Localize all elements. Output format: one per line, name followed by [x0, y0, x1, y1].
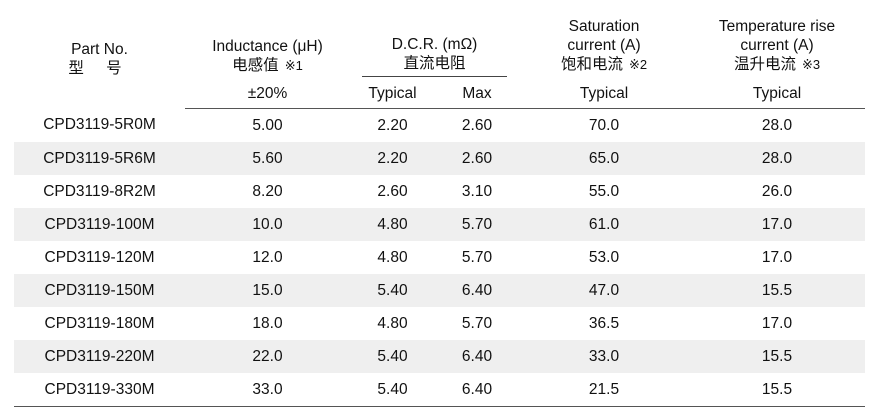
table-row: CPD3119-5R0M 5.00 2.20 2.60 70.0 28.0	[14, 109, 865, 143]
header-saturation-typical: Typical	[519, 77, 690, 109]
header-temp-rise-ref: ※3	[801, 57, 821, 72]
cell-part-no: CPD3119-100M	[14, 208, 185, 241]
cell-dcr-max: 5.70	[461, 314, 493, 332]
header-row-sub: ±20% Typical Max Typical Typical	[14, 77, 866, 109]
cell-dcr-typical: 2.20	[377, 116, 408, 134]
header-saturation-en2: current (A)	[567, 37, 641, 54]
header-temp-rise-cn: 温升电流	[733, 56, 796, 73]
cell-dcr-max: 5.70	[461, 248, 493, 266]
header-temp-rise: Temperature rise current (A) 温升电流 ※3	[689, 0, 865, 77]
cell-saturation: 61.0	[519, 208, 690, 241]
cell-saturation: 53.0	[588, 248, 620, 266]
cell-temp-rise: 17.0	[689, 208, 866, 241]
cell-temp-rise: 17.0	[761, 314, 793, 332]
cell-saturation: 33.0	[519, 340, 690, 373]
table-row: CPD3119-5R6M 5.60 2.20 2.60 65.0 28.0	[14, 142, 866, 175]
header-dcr-en: D.C.R. (mΩ)	[391, 36, 478, 53]
cell-saturation: 70.0	[588, 116, 620, 134]
cell-temp-rise: 28.0	[689, 142, 866, 175]
header-dcr-cn: 直流电阻	[403, 55, 466, 72]
header-inductance-tolerance: ±20%	[185, 77, 350, 109]
cell-dcr-max: 6.40	[435, 274, 520, 307]
cell-dcr-typical: 5.40	[350, 373, 435, 407]
cell-dcr-max: 5.70	[435, 208, 520, 241]
header-saturation-ref: ※2	[628, 57, 648, 72]
cell-inductance: 15.0	[185, 274, 350, 307]
cell-dcr-typical: 5.40	[350, 340, 435, 373]
header-temp-rise-typical: Typical	[689, 77, 866, 109]
table-header: Part No. 型 号 Inductance (μH) 电感值 ※1 D.C.R…	[14, 0, 866, 109]
cell-part-no: CPD3119-330M	[14, 373, 185, 407]
cell-dcr-typical: 2.20	[350, 142, 435, 175]
cell-saturation: 36.5	[588, 314, 620, 332]
cell-saturation: 21.5	[519, 373, 690, 407]
header-dcr-underline	[362, 76, 508, 77]
cell-saturation: 65.0	[519, 142, 690, 175]
header-saturation-en1: Saturation	[568, 18, 640, 35]
header-dcr-max: Max	[435, 77, 520, 109]
cell-dcr-typical: 5.40	[350, 274, 435, 307]
cell-dcr-typical: 2.60	[377, 182, 408, 200]
cell-part-no: CPD3119-5R0M	[43, 116, 156, 134]
inductor-spec-table: Part No. 型 号 Inductance (μH) 电感值 ※1 D.C.R…	[14, 0, 866, 407]
cell-dcr-typical: 4.80	[377, 314, 408, 332]
cell-dcr-typical: 4.80	[350, 208, 435, 241]
cell-inductance: 18.0	[252, 314, 283, 332]
table-row: CPD3119-330M 33.0 5.40 6.40 21.5 15.5	[14, 373, 866, 407]
cell-dcr-max: 6.40	[435, 340, 520, 373]
header-temp-rise-en1: Temperature rise	[718, 18, 836, 35]
cell-temp-rise: 17.0	[761, 248, 793, 266]
cell-temp-rise: 15.5	[689, 274, 866, 307]
cell-temp-rise: 15.5	[689, 340, 866, 373]
cell-dcr-max: 6.40	[435, 373, 520, 407]
cell-inductance: 33.0	[185, 373, 350, 407]
header-inductance-en: Inductance (μH)	[212, 38, 323, 55]
cell-part-no: CPD3119-8R2M	[43, 182, 156, 200]
cell-part-no: CPD3119-150M	[14, 274, 185, 307]
cell-saturation: 55.0	[588, 182, 620, 200]
cell-temp-rise: 26.0	[761, 182, 793, 200]
header-dcr: D.C.R. (mΩ) 直流电阻	[350, 0, 519, 77]
header-part-no: Part No. 型 号	[14, 0, 185, 109]
cell-inductance: 22.0	[185, 340, 350, 373]
header-saturation: Saturation current (A) 饱和电流 ※2	[519, 0, 689, 77]
table-body: CPD3119-5R0M 5.00 2.20 2.60 70.0 28.0 CP…	[14, 109, 866, 407]
cell-part-no: CPD3119-220M	[14, 340, 185, 373]
spec-sheet: Part No. 型 号 Inductance (μH) 电感值 ※1 D.C.R…	[14, 0, 866, 413]
cell-dcr-max: 2.60	[461, 116, 493, 134]
cell-inductance: 8.20	[252, 182, 283, 200]
cell-part-no: CPD3119-180M	[44, 314, 155, 332]
table-row: CPD3119-150M 15.0 5.40 6.40 47.0 15.5	[14, 274, 866, 307]
cell-inductance: 10.0	[185, 208, 350, 241]
table-row: CPD3119-180M 18.0 4.80 5.70 36.5 17.0	[14, 307, 865, 340]
cell-part-no: CPD3119-5R6M	[14, 142, 185, 175]
header-inductance-cn: 电感值	[232, 57, 279, 74]
cell-inductance: 12.0	[252, 248, 283, 266]
header-inductance: Inductance (μH) 电感值 ※1	[185, 0, 350, 77]
table-row: CPD3119-220M 22.0 5.40 6.40 33.0 15.5	[14, 340, 866, 373]
cell-saturation: 47.0	[519, 274, 690, 307]
header-saturation-cn: 饱和电流	[560, 56, 623, 73]
cell-inductance: 5.60	[185, 142, 350, 175]
header-inductance-ref: ※1	[284, 58, 303, 73]
cell-inductance: 5.00	[252, 116, 283, 134]
header-part-no-en: Part No.	[71, 40, 128, 58]
cell-dcr-max: 2.60	[435, 142, 520, 175]
header-temp-rise-en2: current (A)	[740, 37, 814, 54]
cell-dcr-max: 3.10	[461, 182, 493, 200]
cell-part-no: CPD3119-120M	[44, 248, 155, 266]
cell-temp-rise: 15.5	[689, 373, 866, 407]
table-row: CPD3119-8R2M 8.20 2.60 3.10 55.0 26.0	[14, 175, 865, 208]
header-dcr-typical: Typical	[350, 77, 435, 109]
header-part-no-cn: 型 号	[68, 59, 131, 77]
cell-dcr-typical: 4.80	[377, 248, 408, 266]
header-row-main: Part No. 型 号 Inductance (μH) 电感值 ※1 D.C.R…	[14, 0, 865, 77]
table-row: CPD3119-120M 12.0 4.80 5.70 53.0 17.0	[14, 241, 865, 274]
table-row: CPD3119-100M 10.0 4.80 5.70 61.0 17.0	[14, 208, 866, 241]
cell-temp-rise: 28.0	[761, 116, 793, 134]
